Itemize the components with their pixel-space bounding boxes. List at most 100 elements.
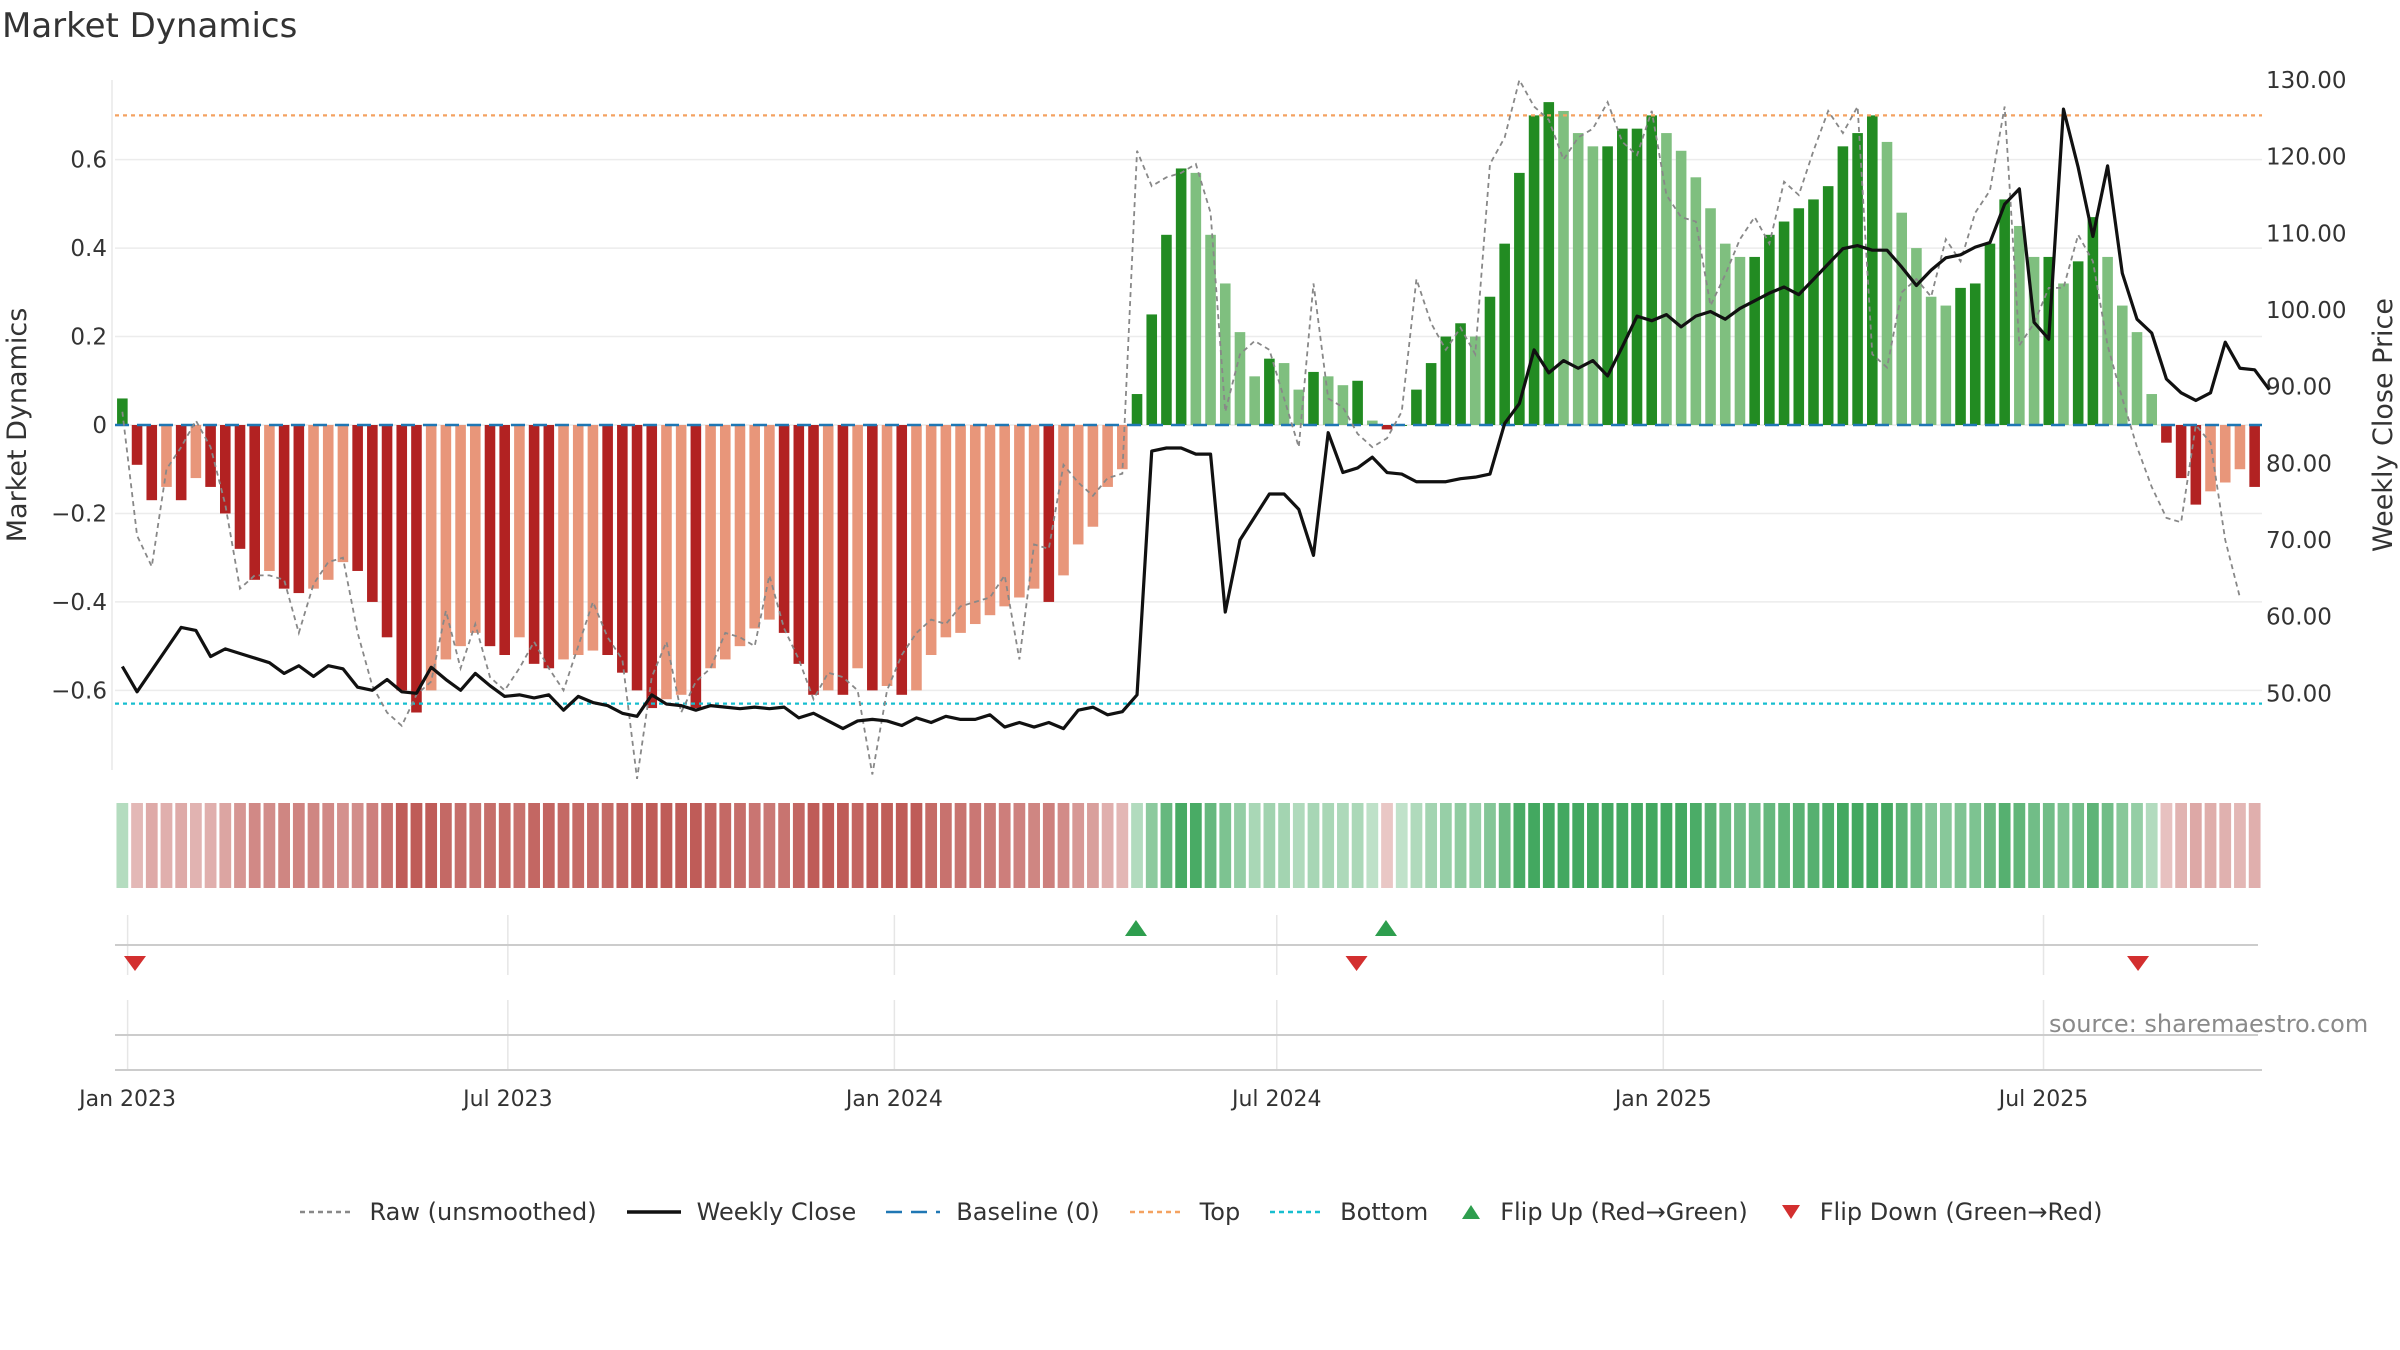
regime-cell [2087, 803, 2099, 888]
dynamics-bar [1440, 336, 1452, 425]
dynamics-bar [1925, 296, 1937, 425]
dynamics-bar [161, 425, 172, 487]
regime-cell [1116, 803, 1129, 888]
regime-cell [792, 803, 805, 888]
regime-cell [542, 803, 555, 888]
dynamics-bar [1543, 102, 1555, 425]
dynamics-bar [1043, 425, 1055, 602]
y-right-tick-label: 80.00 [2266, 451, 2332, 477]
regime-cell [1175, 803, 1188, 888]
dynamics-bar [1602, 146, 1613, 425]
regime-cell [866, 803, 879, 888]
regime-cell [1984, 803, 1996, 888]
regime-cell [1381, 803, 1393, 888]
dynamics-bar [1911, 248, 1922, 425]
dynamics-bar [896, 425, 908, 695]
legend-label: Baseline (0) [956, 1198, 1100, 1226]
regime-cell [925, 803, 938, 888]
dynamics-bar [1528, 115, 1540, 425]
regime-cell [439, 803, 452, 888]
legend-label: Bottom [1340, 1198, 1429, 1226]
y-right-tick-label: 60.00 [2266, 605, 2332, 631]
regime-cell [763, 803, 776, 888]
dynamics-bar [1690, 177, 1702, 425]
regime-cell [175, 803, 188, 888]
regime-cell [1748, 803, 1761, 888]
regime-cell [557, 803, 570, 888]
dynamics-bar [558, 425, 569, 660]
regime-cell [337, 803, 349, 888]
regime-cell [1895, 803, 1908, 888]
dynamics-bar [1337, 385, 1349, 425]
regime-cell [160, 803, 173, 888]
regime-cell [1689, 803, 1702, 888]
regime-cell [204, 803, 217, 888]
legend-symbol [1129, 1210, 1184, 1214]
dynamics-bar [1087, 425, 1099, 527]
dynamics-bar [1205, 234, 1216, 425]
y-left-axis-label: Market Dynamics [2, 308, 33, 543]
regime-cell [234, 803, 246, 888]
flip-down-marker [1345, 956, 1368, 971]
dynamics-bar [455, 425, 466, 647]
dynamics-bar [1028, 425, 1040, 589]
legend-symbol [886, 1210, 941, 1214]
regime-cell [1351, 803, 1364, 888]
dynamics-bar [308, 425, 319, 589]
dynamics-bar [1705, 208, 1716, 425]
regime-cell [631, 803, 643, 888]
regime-cell [2013, 803, 2026, 888]
dynamics-bar [367, 425, 378, 602]
dynamics-bar [617, 425, 628, 673]
dynamics-bar [2043, 256, 2055, 425]
y-left-tick-label: 0.4 [70, 236, 107, 262]
regime-cell [1587, 803, 1599, 888]
dynamics-bar [1484, 296, 1496, 425]
dynamics-bar [396, 425, 408, 691]
dynamics-bar [2058, 283, 2069, 425]
dynamics-bar [1264, 358, 1275, 425]
regime-strip [116, 803, 2261, 888]
regime-cell [1498, 803, 1511, 888]
regime-cell [1028, 803, 1040, 888]
raw-series [121, 77, 2241, 779]
regime-cell [131, 803, 143, 888]
dynamics-bars [117, 102, 2260, 713]
dynamics-bar [352, 425, 363, 571]
regime-cell [1969, 803, 1982, 888]
regime-cell [292, 803, 305, 888]
regime-cell [1675, 803, 1688, 888]
dynamics-bar [322, 425, 334, 580]
dynamics-bar [2014, 225, 2025, 425]
regime-cell [1660, 803, 1673, 888]
regime-cell [1939, 803, 1952, 888]
regime-cell [189, 803, 202, 888]
dynamics-bar [1999, 199, 2010, 425]
dynamics-bar [1631, 128, 1643, 425]
y-left-tick-label: 0 [92, 413, 107, 439]
regime-cell [939, 803, 952, 888]
y-left-tick-label: −0.4 [51, 590, 107, 616]
regime-cell [1292, 803, 1305, 888]
regime-cell [1057, 803, 1070, 888]
legend-symbol [1781, 1205, 1800, 1219]
regime-cell [322, 803, 335, 888]
dynamics-bar [1102, 425, 1113, 487]
grid-lines [115, 158, 2262, 692]
flip-up-marker [1124, 920, 1147, 936]
dynamics-bar [999, 425, 1010, 607]
legend-label: Flip Down (Green→Red) [1819, 1198, 2103, 1226]
regime-cell [1998, 803, 2011, 888]
regime-cell [219, 803, 232, 888]
regime-cell [1557, 803, 1570, 888]
regime-cell [1337, 803, 1349, 888]
y-left-tick-label: −0.6 [51, 678, 107, 704]
dynamics-bar [2190, 425, 2202, 505]
dynamics-bar [469, 425, 481, 633]
dynamics-bar [234, 425, 246, 549]
dynamics-bar [1293, 389, 1305, 425]
regime-cell [2101, 803, 2114, 888]
y-right-tick-label: 50.00 [2266, 681, 2332, 707]
dynamics-bar [514, 425, 525, 638]
